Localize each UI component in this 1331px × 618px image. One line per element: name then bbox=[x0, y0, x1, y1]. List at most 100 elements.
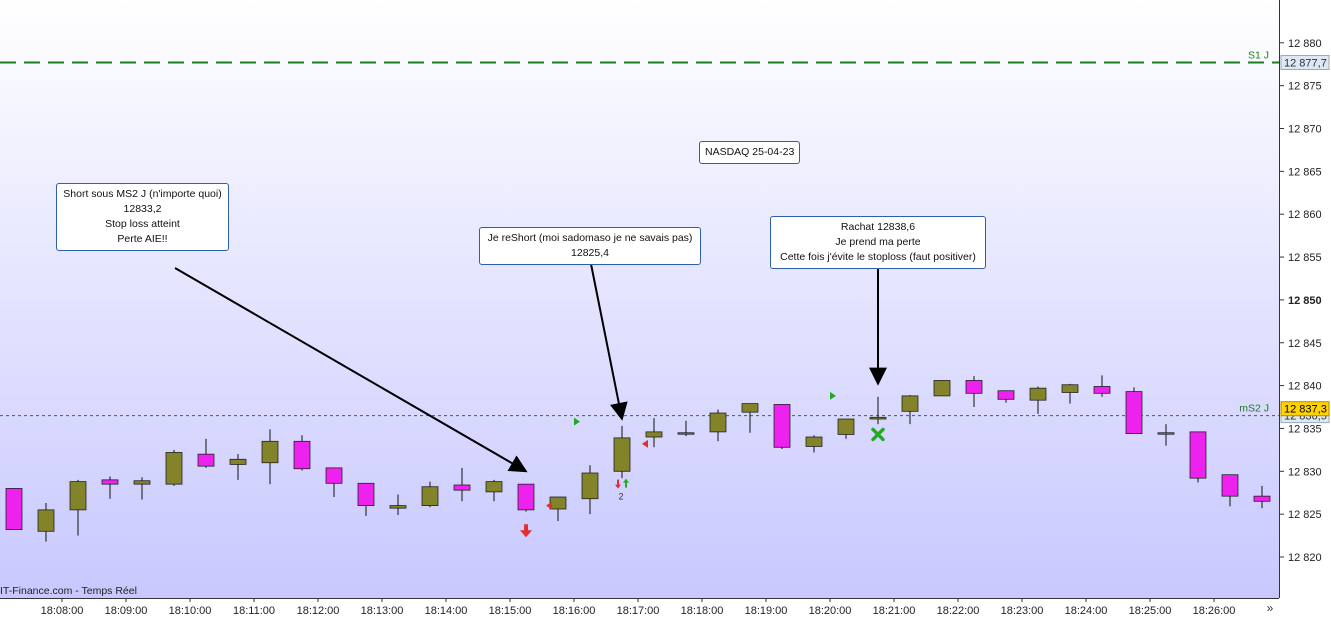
current-price-label: 12 837,3 bbox=[1284, 404, 1327, 416]
x-tick-label: 18:17:00 bbox=[617, 605, 660, 617]
x-tick-label: 18:26:00 bbox=[1193, 605, 1236, 617]
candle-body bbox=[1253, 495, 1271, 502]
candle-body bbox=[965, 380, 983, 394]
current-price-badge bbox=[1280, 401, 1330, 417]
y-tick-label: 12 860 bbox=[1288, 209, 1322, 221]
candle-body bbox=[549, 496, 567, 510]
candle-body bbox=[1029, 387, 1047, 401]
candle-body bbox=[69, 481, 87, 511]
candle-body bbox=[1157, 432, 1175, 435]
candle-body bbox=[165, 452, 183, 485]
annotation-line: Je prend ma perte bbox=[835, 236, 921, 248]
annotation-line: Stop loss atteint bbox=[105, 218, 180, 230]
buy-triangle-icon bbox=[574, 417, 580, 426]
candle-body bbox=[293, 440, 311, 470]
candle-body bbox=[485, 481, 503, 493]
sell-triangle-icon bbox=[546, 501, 552, 510]
x-tick-label: 18:15:00 bbox=[489, 605, 532, 617]
level-value-label: 12 877,7 bbox=[1284, 58, 1327, 70]
y-tick-label: 12 820 bbox=[1288, 552, 1322, 564]
x-tick-label: 18:21:00 bbox=[873, 605, 916, 617]
candle-body bbox=[581, 472, 599, 500]
candle-body bbox=[197, 453, 215, 467]
candle-body bbox=[773, 404, 791, 448]
annotation-arrow bbox=[590, 263, 628, 421]
x-tick-label: 18:18:00 bbox=[681, 605, 724, 617]
candle-body bbox=[901, 395, 919, 412]
y-tick-label: 12 825 bbox=[1288, 509, 1322, 521]
candle-body bbox=[933, 380, 951, 397]
x-tick-label: 18:13:00 bbox=[361, 605, 404, 617]
candle-body bbox=[5, 488, 23, 530]
candle-body bbox=[389, 505, 407, 509]
x-tick-label: 18:09:00 bbox=[105, 605, 148, 617]
annotation-line: 12825,4 bbox=[571, 247, 609, 259]
candle-body bbox=[1221, 474, 1239, 497]
y-tick-label: 12 850 bbox=[1288, 295, 1322, 307]
candle-body bbox=[357, 482, 375, 506]
candle-body bbox=[453, 484, 471, 491]
annotation-rachat: Rachat 12838,6 Je prend ma perte Cette f… bbox=[770, 216, 986, 269]
x-tick-label: 18:14:00 bbox=[425, 605, 468, 617]
sell-arrow-icon bbox=[615, 479, 621, 489]
scroll-forward-button[interactable]: » bbox=[1266, 601, 1274, 615]
annotation-short: Short sous MS2 J (n'importe quoi) 12833,… bbox=[56, 183, 229, 251]
level-value-badge bbox=[1280, 55, 1330, 71]
y-tick-label: 12 830 bbox=[1288, 466, 1322, 478]
annotation-line: Perte AIE!! bbox=[117, 233, 168, 245]
level-name: mS2 J bbox=[1239, 403, 1269, 415]
y-tick-label: 12 865 bbox=[1288, 166, 1322, 178]
candle-body bbox=[677, 432, 695, 435]
y-tick-label: 12 845 bbox=[1288, 338, 1322, 350]
candle-body bbox=[741, 403, 759, 413]
annotation-line: Rachat 12838,6 bbox=[840, 221, 916, 233]
annotation-line: Cette fois j'évite le stoploss (faut pos… bbox=[780, 251, 976, 263]
candle-body bbox=[229, 458, 247, 465]
candle-body bbox=[261, 440, 279, 464]
y-tick-label: 12 880 bbox=[1288, 38, 1322, 50]
y-tick-label: 12 840 bbox=[1288, 381, 1322, 393]
annotation-line: Short sous MS2 J (n'importe quoi) bbox=[63, 188, 222, 200]
candle-body bbox=[421, 486, 439, 506]
x-tick-label: 18:23:00 bbox=[1001, 605, 1044, 617]
candle-body bbox=[645, 431, 663, 438]
candle-body bbox=[837, 418, 855, 435]
title-text: NASDAQ 25-04-23 bbox=[705, 146, 795, 158]
plot-area bbox=[0, 0, 1279, 598]
candle-body bbox=[517, 483, 535, 511]
x-tick-label: 18:24:00 bbox=[1065, 605, 1108, 617]
x-tick-label: 18:19:00 bbox=[745, 605, 788, 617]
x-tick-label: 18:08:00 bbox=[41, 605, 84, 617]
buy-arrow-icon bbox=[623, 478, 629, 488]
candle-body bbox=[1125, 391, 1143, 434]
x-tick-label: 18:20:00 bbox=[809, 605, 852, 617]
x-tick-label: 18:22:00 bbox=[937, 605, 980, 617]
data-source-label: IT-Finance.com - Temps Réel bbox=[0, 585, 137, 597]
level-name: S1 J bbox=[1248, 50, 1269, 62]
x-tick-label: 18:10:00 bbox=[169, 605, 212, 617]
sell-arrow-icon bbox=[520, 524, 532, 538]
candle-body bbox=[869, 416, 887, 420]
signal-count-label: 2 bbox=[618, 492, 623, 502]
candle-body bbox=[101, 479, 119, 485]
x-tick-label: 18:16:00 bbox=[553, 605, 596, 617]
chart-title: NASDAQ 25-04-23 bbox=[699, 141, 801, 164]
candle-body bbox=[325, 467, 343, 484]
candle-body bbox=[133, 480, 151, 485]
candle-body bbox=[613, 437, 631, 472]
candle-body bbox=[709, 412, 727, 433]
candle-body bbox=[1061, 384, 1079, 393]
y-tick-label: 12 875 bbox=[1288, 81, 1322, 93]
candle-body bbox=[805, 436, 823, 447]
candle-body bbox=[1093, 386, 1111, 394]
annotation-arrow bbox=[174, 267, 528, 473]
close-position-icon bbox=[871, 427, 885, 442]
candle-body bbox=[1189, 431, 1207, 479]
sell-triangle-icon bbox=[642, 439, 648, 448]
y-tick-label: 12 855 bbox=[1288, 252, 1322, 264]
x-tick-label: 18:12:00 bbox=[297, 605, 340, 617]
y-tick-label: 12 835 bbox=[1288, 423, 1322, 435]
y-tick-label: 12 870 bbox=[1288, 124, 1322, 136]
